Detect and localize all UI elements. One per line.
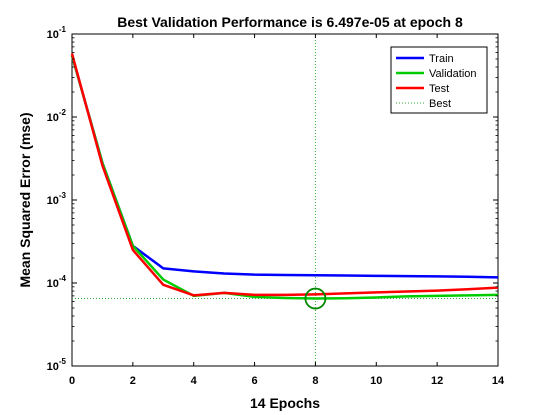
x-tick-label: 2: [130, 375, 136, 387]
legend-label-train: Train: [429, 53, 454, 65]
x-tick-label: 0: [69, 375, 75, 387]
x-axis-label: 14 Epochs: [250, 395, 320, 411]
legend-label-validation: Validation: [429, 68, 477, 80]
series-line-validation: [70, 55, 499, 300]
x-tick-label: 4: [191, 375, 198, 387]
x-tick-label: 8: [312, 375, 318, 387]
y-tick-label: 10-4: [47, 274, 67, 290]
y-tick-label: 10-1: [47, 25, 67, 41]
chart-title: Best Validation Performance is 6.497e-05…: [117, 14, 463, 30]
series-line-test: [70, 53, 499, 297]
legend-items: Train Validation Test Best: [396, 53, 477, 110]
y-axis-label: Mean Squared Error (mse): [17, 112, 33, 287]
y-tick-label: 10-3: [47, 191, 67, 207]
y-tick-label: 10-2: [47, 108, 67, 124]
y-ticks-group: 10-5 10-4 10-3 10-2 10-1: [47, 25, 498, 373]
legend: Train Validation Test Best: [390, 46, 488, 114]
best-marker-circle: [304, 287, 327, 310]
series-group: [70, 53, 499, 300]
x-tick-label: 6: [252, 375, 258, 387]
x-tick-label: 12: [431, 375, 443, 387]
legend-label-best: Best: [429, 98, 451, 110]
x-tick-label: 10: [370, 375, 382, 387]
best-marker-group: [304, 287, 327, 310]
series-line-train: [70, 55, 499, 279]
x-ticks-group: 0 2 4 6 8 10 12 14: [69, 34, 505, 387]
legend-label-test: Test: [429, 83, 449, 95]
x-tick-label: 14: [492, 375, 505, 387]
y-tick-label: 10-5: [47, 357, 67, 373]
